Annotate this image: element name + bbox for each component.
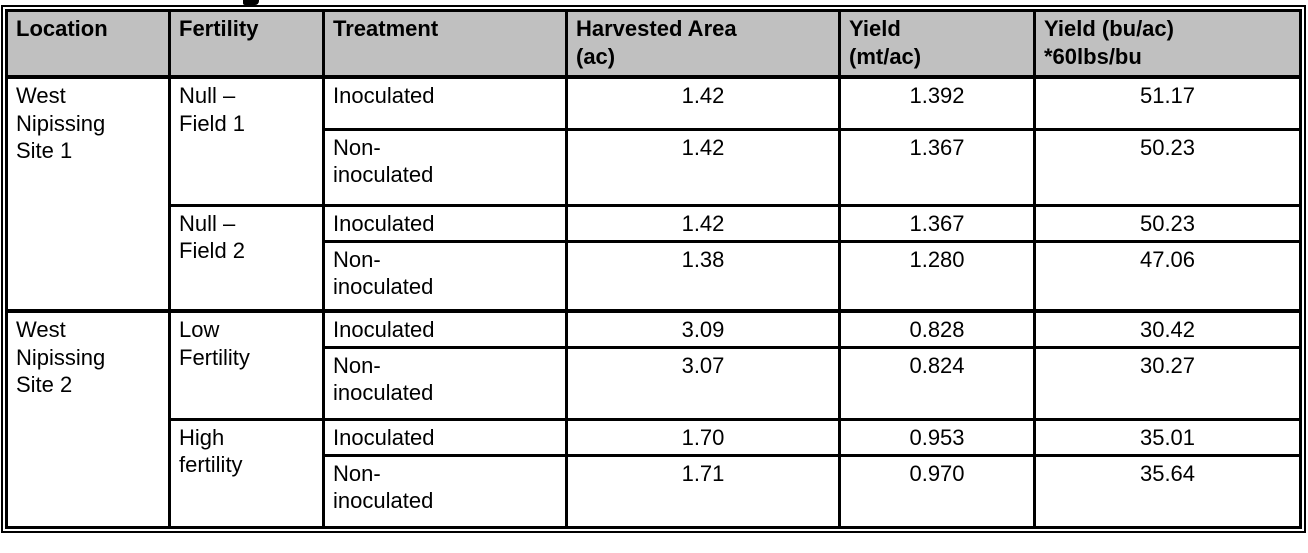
table-header-row: Location Fertility Treatment Harvested A…	[5, 9, 1302, 79]
harvested-area-value: 1.42	[565, 75, 841, 131]
table-row: Non- inoculated 1.38 1.280 47.06	[7, 239, 1302, 313]
treatment-cell: Non- inoculated	[322, 127, 568, 207]
treatment-cell: Inoculated	[322, 417, 568, 457]
fertility-cell-null-field1: Null – Field 1	[168, 75, 325, 207]
yield-bu-value: 50.23	[1033, 203, 1302, 243]
table-row: West Nipissing Site 2 Low Fertility Inoc…	[5, 308, 1302, 529]
location-cell-site2: West Nipissing Site 2	[5, 308, 171, 529]
table-row: West Nipissing Site 1 Null – Field 1 Ino…	[5, 75, 1302, 313]
treatment-cell: Non- inoculated	[322, 345, 568, 421]
yield-bu-value: 35.64	[1033, 453, 1302, 529]
treatment-cell: Non- inoculated	[322, 239, 568, 313]
table-row: Non- inoculated 3.07 0.824 30.27	[7, 345, 1302, 421]
header-fertility: Fertility	[168, 9, 325, 79]
treatment-cell: Inoculated	[322, 308, 568, 349]
treatment-cell: Inoculated	[322, 75, 568, 131]
yield-mt-value: 1.280	[838, 239, 1036, 313]
yield-mt-value: 0.824	[838, 345, 1036, 421]
table-row: Non- inoculated 1.42 1.367 50.23	[7, 127, 1302, 207]
yield-table-outer-border: Location Fertility Treatment Harvested A…	[1, 5, 1306, 533]
yield-mt-value: 1.392	[838, 75, 1036, 131]
harvested-area-value: 1.70	[565, 417, 841, 457]
yield-bu-value: 30.42	[1033, 308, 1302, 349]
yield-bu-value: 51.17	[1033, 75, 1302, 131]
location-cell-site1: West Nipissing Site 1	[5, 75, 171, 313]
harvested-area-value: 1.42	[565, 203, 841, 243]
header-location: Location	[5, 9, 171, 79]
table-row: Non- inoculated 1.71 0.970 35.64	[7, 453, 1302, 529]
header-yield-bu: Yield (bu/ac) *60lbs/bu	[1033, 9, 1302, 79]
cropped-title-text-fragment	[243, 0, 259, 5]
yield-mt-value: 1.367	[838, 203, 1036, 243]
yield-results-table: Location Fertility Treatment Harvested A…	[5, 9, 1302, 529]
fertility-cell-low: Low Fertility	[168, 308, 325, 421]
fertility-cell-null-field2: Null – Field 2	[168, 203, 325, 313]
yield-bu-value: 35.01	[1033, 417, 1302, 457]
treatment-cell: Inoculated	[322, 203, 568, 243]
header-treatment: Treatment	[322, 9, 568, 79]
table-row: High fertility Inoculated 1.70 0.953 35.…	[7, 417, 1302, 529]
treatment-cell: Non- inoculated	[322, 453, 568, 529]
yield-bu-value: 50.23	[1033, 127, 1302, 207]
fertility-cell-high: High fertility	[168, 417, 325, 529]
yield-mt-value: 0.953	[838, 417, 1036, 457]
table-row: Null – Field 2 Inoculated 1.42 1.367 50.…	[7, 203, 1302, 313]
yield-mt-value: 0.970	[838, 453, 1036, 529]
header-harvested-area: Harvested Area (ac)	[565, 9, 841, 79]
harvested-area-value: 1.38	[565, 239, 841, 313]
yield-mt-value: 1.367	[838, 127, 1036, 207]
yield-mt-value: 0.828	[838, 308, 1036, 349]
harvested-area-value: 1.42	[565, 127, 841, 207]
harvested-area-value: 3.09	[565, 308, 841, 349]
header-yield-mt: Yield (mt/ac)	[838, 9, 1036, 79]
harvested-area-value: 3.07	[565, 345, 841, 421]
yield-bu-value: 30.27	[1033, 345, 1302, 421]
harvested-area-value: 1.71	[565, 453, 841, 529]
yield-bu-value: 47.06	[1033, 239, 1302, 313]
